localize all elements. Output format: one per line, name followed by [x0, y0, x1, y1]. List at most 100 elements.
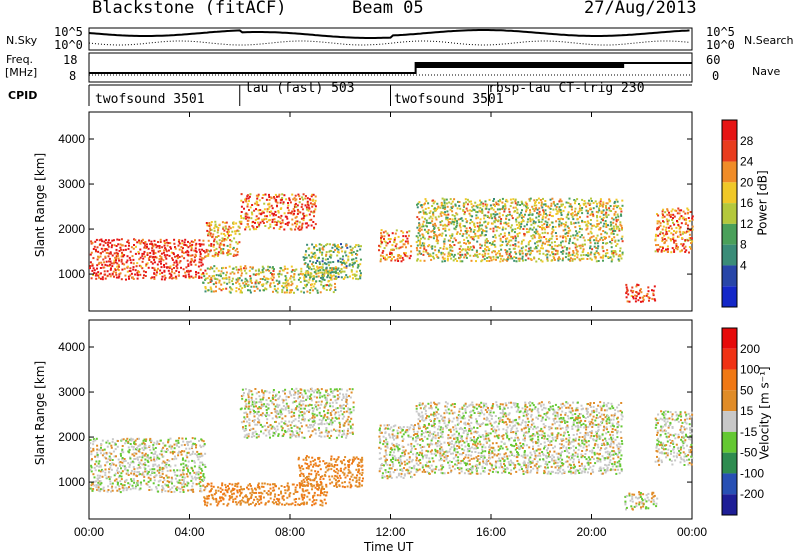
power-data-cell	[598, 253, 601, 256]
power-data-cell	[640, 300, 642, 303]
velocity-data-cell	[313, 491, 316, 494]
velocity-data-cell	[183, 450, 186, 453]
velocity-data-cell	[325, 390, 328, 393]
velocity-data-cell	[275, 501, 277, 504]
power-data-cell	[160, 278, 163, 281]
power-data-cell	[112, 270, 115, 273]
power-data-cell	[486, 246, 489, 249]
power-data-cell	[118, 275, 121, 278]
power-data-cell	[236, 242, 239, 245]
power-data-cell	[510, 214, 513, 217]
velocity-data-cell	[265, 405, 268, 408]
power-data-cell	[257, 195, 260, 198]
velocity-data-cell	[300, 472, 303, 475]
velocity-data-cell	[130, 437, 133, 440]
velocity-data-cell	[113, 474, 116, 477]
velocity-data-cell	[166, 449, 169, 452]
power-colorbar-swatch	[722, 120, 737, 141]
velocity-data-cell	[280, 485, 283, 487]
velocity-data-cell	[131, 453, 134, 456]
velocity-data-cell	[306, 501, 308, 504]
power-data-cell	[479, 210, 482, 213]
power-data-cell	[106, 270, 109, 273]
velocity-data-cell	[215, 491, 218, 494]
power-data-cell	[93, 245, 96, 248]
power-data-cell	[494, 250, 496, 253]
power-data-cell	[324, 258, 327, 261]
velocity-data-cell	[284, 392, 286, 395]
power-data-cell	[111, 272, 114, 275]
velocity-data-cell	[310, 399, 313, 402]
power-data-cell	[350, 251, 353, 254]
power-data-cell	[187, 263, 190, 266]
power-data-cell	[604, 231, 607, 234]
power-data-cell	[447, 239, 450, 242]
power-data-cell	[281, 193, 284, 196]
velocity-data-cell	[320, 431, 323, 434]
velocity-data-cell	[108, 478, 111, 481]
power-data-cell	[321, 263, 324, 266]
power-data-cell	[282, 286, 285, 289]
velocity-data-cell	[168, 480, 171, 483]
velocity-data-cell	[255, 405, 257, 408]
velocity-data-cell	[144, 470, 147, 473]
power-data-cell	[596, 242, 599, 245]
velocity-data-cell	[334, 413, 336, 416]
power-data-cell	[652, 292, 655, 295]
power-data-cell	[535, 247, 538, 250]
power-data-cell	[295, 225, 297, 228]
power-data-cell	[479, 243, 482, 246]
velocity-data-cell	[141, 452, 144, 455]
power-data-cell	[262, 271, 265, 274]
velocity-data-cell	[109, 463, 111, 466]
velocity-data-cell	[121, 461, 124, 464]
power-data-cell	[457, 252, 460, 255]
power-data-cell	[201, 263, 204, 266]
power-data-cell	[576, 256, 579, 259]
power-data-cell	[481, 210, 484, 213]
velocity-data-cell	[244, 495, 247, 498]
power-data-cell	[577, 210, 580, 213]
velocity-data-cell	[265, 428, 268, 431]
power-data-cell	[428, 244, 431, 247]
power-data-cell	[282, 282, 285, 285]
velocity-data-cell	[286, 424, 289, 427]
power-data-cell	[616, 206, 619, 209]
power-data-cell	[316, 265, 318, 268]
velocity-data-cell	[103, 456, 106, 459]
power-data-cell	[139, 248, 142, 251]
velocity-data-cell	[254, 388, 257, 390]
power-data-cell	[479, 221, 481, 224]
velocity-data-cell	[333, 420, 336, 422]
power-data-cell	[431, 205, 434, 207]
power-data-cell	[676, 221, 679, 224]
power-data-cell	[538, 210, 541, 213]
power-data-cell	[423, 242, 426, 245]
velocity-data-cell	[314, 429, 317, 431]
power-data-cell	[198, 248, 201, 251]
velocity-data-cell	[292, 433, 295, 436]
velocity-data-cell	[165, 463, 168, 466]
velocity-data-cell	[183, 443, 186, 446]
power-data-cell	[669, 238, 672, 241]
velocity-data-cell	[147, 476, 150, 479]
velocity-data-cell	[99, 474, 102, 477]
power-data-cell	[481, 224, 484, 227]
velocity-data-cell	[130, 472, 133, 475]
velocity-data-cell	[318, 396, 321, 399]
power-data-cell	[559, 235, 562, 238]
power-data-cell	[416, 206, 419, 209]
velocity-data-cell	[318, 429, 321, 432]
power-data-cell	[551, 231, 554, 233]
power-data-cell	[177, 256, 180, 259]
velocity-data-cell	[92, 473, 95, 476]
power-data-cell	[610, 246, 613, 249]
velocity-data-cell	[231, 483, 234, 486]
power-data-cell	[550, 204, 553, 207]
velocity-data-cell	[255, 436, 258, 439]
velocity-data-cell	[325, 429, 328, 432]
velocity-data-cell	[257, 421, 260, 424]
power-data-cell	[269, 282, 272, 285]
velocity-data-cell	[255, 491, 258, 494]
velocity-data-cell	[176, 486, 179, 489]
